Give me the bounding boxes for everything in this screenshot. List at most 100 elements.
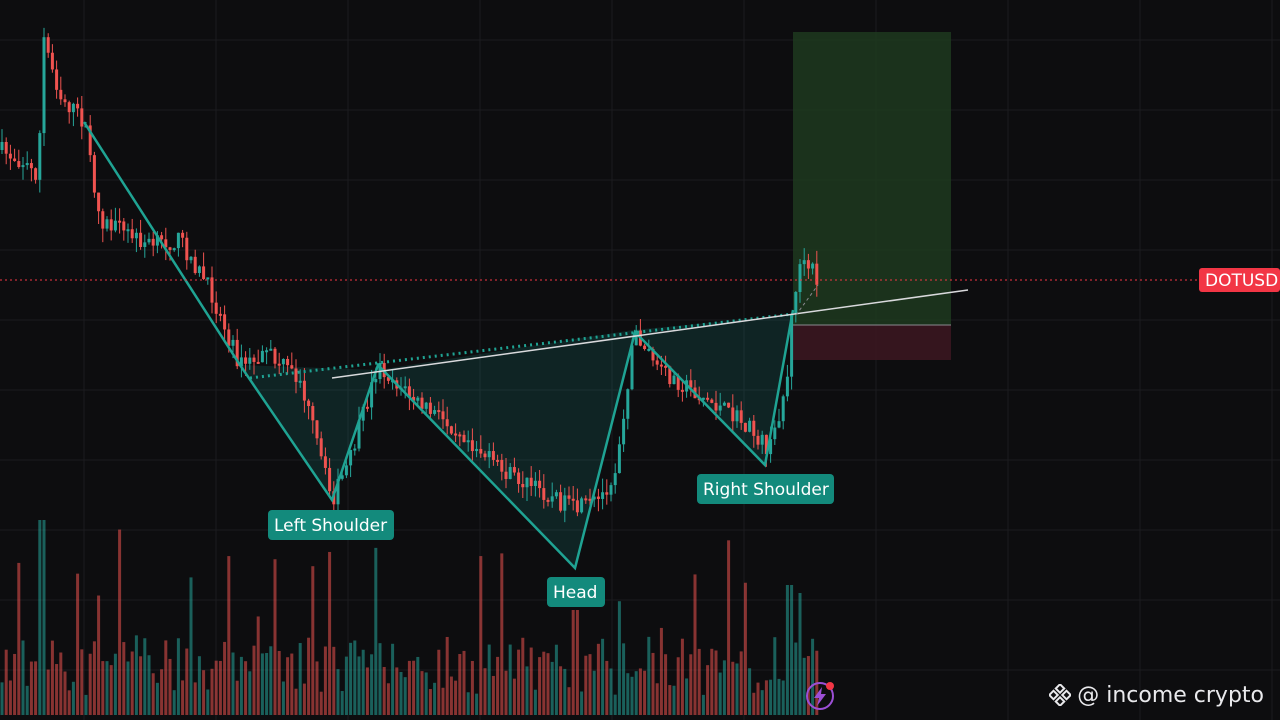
watermark: @ income crypto	[1049, 680, 1264, 710]
candle	[197, 266, 201, 273]
volume-bar	[21, 640, 25, 715]
candle	[714, 402, 718, 411]
candle	[336, 478, 340, 505]
candle	[811, 263, 815, 269]
candle	[756, 435, 760, 445]
candle	[701, 397, 705, 400]
candle	[748, 420, 752, 432]
candle	[525, 477, 529, 488]
volume-bar	[563, 668, 567, 715]
candle	[365, 406, 369, 409]
volume-bar	[588, 654, 592, 715]
volume-bar	[626, 673, 630, 715]
candle	[517, 472, 521, 484]
pattern-fill	[240, 315, 793, 568]
volume-bar	[680, 638, 684, 715]
candle	[344, 465, 348, 476]
volume-bar	[764, 680, 768, 715]
candle	[42, 37, 46, 134]
candle	[315, 420, 319, 439]
candle	[353, 448, 357, 451]
volume-bar	[113, 653, 117, 715]
candle	[340, 475, 344, 479]
volume-bar	[109, 665, 113, 715]
candle	[160, 235, 164, 240]
candle	[777, 421, 781, 428]
volume-bar	[781, 680, 785, 715]
volume-bar	[361, 649, 365, 715]
volume-bar	[567, 687, 571, 715]
candle	[735, 410, 739, 422]
volume-bar	[533, 689, 537, 715]
candle	[504, 471, 508, 479]
candle	[538, 480, 542, 489]
candle	[806, 260, 810, 269]
volume-bar	[630, 676, 634, 715]
symbol-badge[interactable]: DOTUSD	[1199, 268, 1280, 292]
symbol-badge-text: DOTUSD	[1205, 271, 1278, 291]
right-shoulder-label: Right Shoulder	[697, 474, 834, 504]
volume-bar	[340, 691, 344, 715]
volume-bar	[353, 640, 357, 715]
target-zone	[793, 32, 951, 325]
volume-bar	[59, 652, 63, 715]
candle	[475, 448, 479, 452]
volume-bar	[416, 656, 420, 715]
volume-bar	[134, 635, 138, 715]
volume-bar	[504, 670, 508, 715]
volume-bar	[433, 682, 437, 715]
volume-bar	[231, 652, 235, 715]
volume-bar	[773, 637, 777, 715]
volume-bar	[147, 655, 151, 715]
volume-bar	[319, 691, 323, 715]
lightning-icon[interactable]	[805, 681, 835, 711]
candle	[67, 102, 71, 113]
candle	[63, 99, 67, 103]
volume-bar	[42, 520, 46, 715]
volume-bar	[752, 692, 756, 715]
volume-bar	[748, 668, 752, 715]
volume-bar	[260, 653, 264, 715]
volume-bar	[357, 656, 361, 715]
candle	[626, 389, 630, 419]
volume-bar	[336, 669, 340, 715]
candle	[189, 256, 193, 261]
candle	[785, 376, 789, 397]
volume-bar	[403, 677, 407, 715]
volume-bar	[617, 601, 621, 715]
volume-bar	[735, 663, 739, 715]
candle	[664, 365, 668, 368]
candle	[17, 161, 21, 168]
candle	[727, 402, 731, 408]
volume-bar	[55, 664, 59, 715]
volume-bar	[63, 671, 67, 715]
candle	[634, 330, 638, 346]
candle	[386, 377, 390, 381]
pattern-area	[240, 315, 793, 568]
candle	[256, 361, 260, 364]
candle	[420, 397, 424, 409]
candle	[164, 239, 168, 248]
candle	[172, 248, 176, 251]
volume-bar	[399, 671, 403, 715]
volume-bar	[769, 679, 773, 715]
volume-bar	[29, 661, 33, 715]
volume-bar	[323, 646, 327, 715]
volume-bar	[189, 577, 193, 715]
volume-bar	[311, 566, 315, 715]
candle	[760, 434, 764, 445]
volume-bar	[525, 666, 529, 715]
volume-bar	[538, 657, 542, 715]
volume-bar	[235, 680, 239, 715]
volume-bar	[8, 680, 12, 715]
candle	[546, 499, 550, 502]
volume-bar	[122, 642, 126, 715]
volume-bar	[130, 651, 134, 715]
candle	[542, 488, 546, 500]
volume-bar	[550, 661, 554, 715]
candle	[550, 496, 554, 502]
candle	[722, 402, 726, 406]
